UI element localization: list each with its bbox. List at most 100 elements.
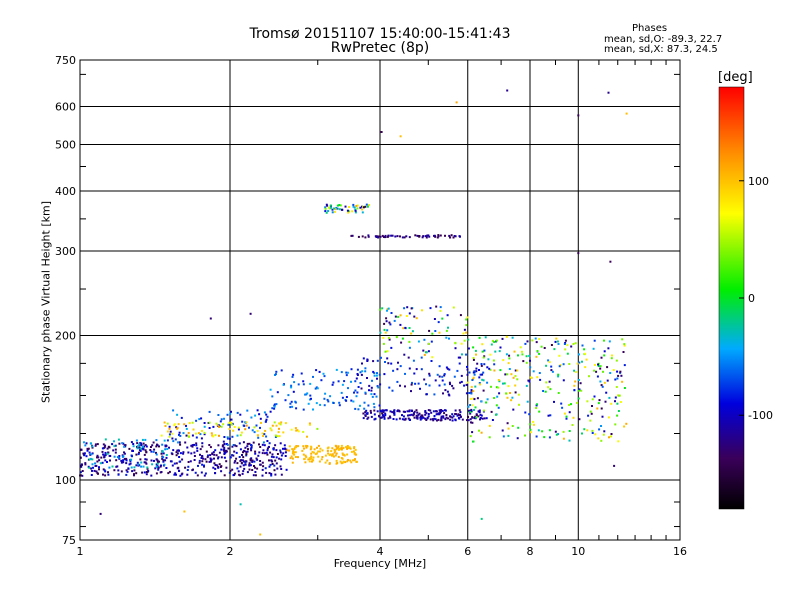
- data-point: [293, 453, 296, 456]
- data-point: [384, 361, 386, 363]
- data-point: [505, 335, 508, 338]
- data-point: [442, 416, 445, 419]
- data-point: [562, 363, 565, 366]
- data-point: [372, 370, 375, 373]
- data-point: [364, 205, 367, 208]
- data-point: [345, 374, 348, 377]
- data-point: [347, 459, 349, 461]
- data-point: [336, 462, 339, 464]
- data-point: [305, 456, 308, 459]
- data-point: [579, 382, 582, 385]
- data-point: [326, 398, 329, 401]
- data-point: [335, 445, 338, 448]
- data-point: [223, 451, 226, 454]
- data-point: [319, 447, 322, 450]
- data-point: [86, 449, 89, 452]
- data-point: [435, 305, 438, 308]
- data-point: [306, 435, 308, 438]
- data-point: [301, 449, 304, 452]
- data-point: [280, 458, 283, 461]
- data-point: [270, 472, 273, 475]
- data-point: [122, 461, 125, 464]
- data-point: [204, 472, 207, 475]
- data-point: [479, 373, 482, 376]
- data-point: [79, 471, 82, 474]
- data-point: [322, 372, 325, 375]
- data-point: [270, 459, 273, 462]
- data-point: [409, 419, 411, 421]
- data-point: [96, 454, 99, 457]
- data-point: [192, 428, 195, 431]
- data-point: [547, 414, 550, 417]
- data-point: [615, 386, 618, 388]
- data-point: [407, 417, 410, 420]
- data-point: [331, 208, 334, 211]
- data-point: [186, 473, 189, 476]
- data-point: [356, 368, 359, 371]
- data-point: [326, 449, 329, 452]
- data-point: [395, 418, 398, 421]
- data-point: [235, 451, 238, 454]
- data-point: [366, 360, 369, 362]
- data-point: [600, 356, 603, 359]
- data-point: [466, 368, 469, 371]
- data-point: [472, 390, 475, 393]
- data-point: [456, 369, 459, 372]
- data-point: [375, 374, 378, 377]
- data-point: [443, 412, 446, 415]
- data-point: [493, 363, 496, 366]
- data-point: [449, 236, 451, 239]
- data-point: [580, 389, 583, 392]
- data-point: [203, 474, 206, 477]
- data-point: [554, 340, 557, 343]
- data-point: [597, 365, 600, 367]
- data-point: [416, 416, 419, 419]
- data-point: [256, 409, 259, 412]
- data-point: [262, 449, 265, 452]
- data-point: [623, 425, 626, 428]
- data-point: [441, 409, 444, 412]
- data-point: [392, 418, 395, 420]
- data-point: [249, 459, 252, 462]
- data-point: [538, 338, 541, 340]
- data-point: [223, 417, 225, 420]
- data-point: [150, 446, 152, 448]
- data-point: [126, 470, 129, 473]
- data-point: [345, 371, 348, 374]
- data-point: [481, 378, 484, 381]
- data-point: [182, 452, 185, 455]
- data-point: [345, 399, 348, 402]
- phase-stats-o: mean, sd,O: -89.3, 22.7: [604, 34, 723, 45]
- data-point: [327, 452, 330, 455]
- data-point: [258, 451, 261, 454]
- data-point: [353, 447, 356, 450]
- data-point: [427, 413, 430, 415]
- data-point: [497, 386, 500, 389]
- data-point: [398, 410, 401, 413]
- data-point: [100, 456, 103, 459]
- data-point: [156, 459, 159, 462]
- data-point: [465, 324, 468, 327]
- data-point: [304, 393, 307, 396]
- data-point: [469, 411, 472, 414]
- data-point: [289, 402, 292, 405]
- data-point: [218, 425, 221, 428]
- data-point: [280, 369, 283, 372]
- data-point: [208, 444, 211, 446]
- data-point: [438, 375, 441, 378]
- data-point: [606, 366, 609, 369]
- data-point: [315, 369, 318, 372]
- data-point: [596, 407, 599, 410]
- data-point: [481, 350, 484, 353]
- data-point: [282, 447, 284, 450]
- data-point: [541, 430, 544, 433]
- data-point: [471, 421, 474, 424]
- data-point: [506, 89, 509, 92]
- data-point: [150, 474, 153, 477]
- data-point: [240, 461, 243, 464]
- data-point: [482, 379, 485, 382]
- data-point: [144, 438, 147, 441]
- data-point: [273, 421, 276, 424]
- data-point: [320, 379, 323, 382]
- data-point: [243, 460, 245, 463]
